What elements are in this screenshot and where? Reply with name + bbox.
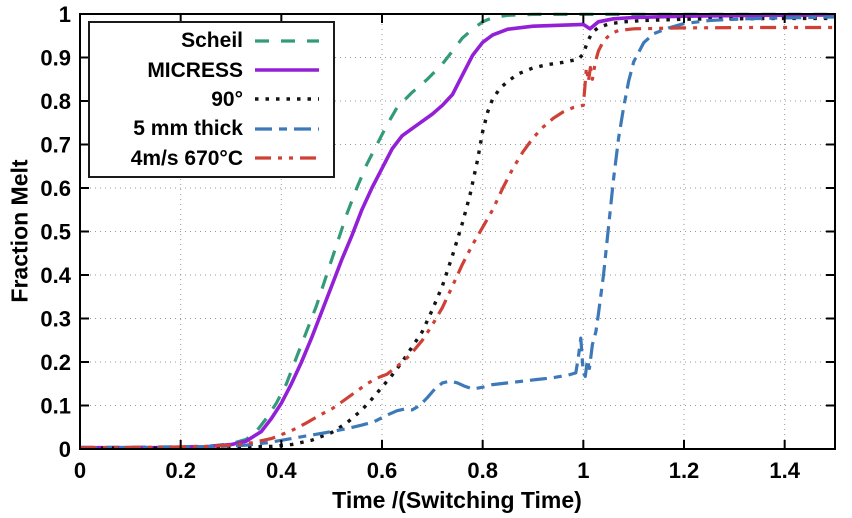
y-tick-label: 0.8 (40, 89, 71, 114)
y-tick-label: 1 (59, 2, 71, 27)
legend: Scheil MICRESS 90° 5 mm thick 4m/s 670°C (88, 21, 335, 178)
x-tick-label: 1 (577, 458, 589, 483)
legend-item-5mm-thick: 5 mm thick (96, 115, 321, 143)
y-tick-label: 0.1 (40, 394, 71, 419)
legend-label-micress: MICRESS (147, 58, 243, 82)
y-tick-label: 0.3 (40, 307, 71, 332)
legend-line-sample-5mm-thick (255, 127, 319, 131)
legend-line-sample-4ms-670c (255, 156, 319, 160)
series-line-1 (80, 13, 836, 450)
legend-label-5mm-thick: 5 mm thick (133, 117, 243, 141)
legend-item-90deg: 90° (96, 85, 321, 113)
legend-line-sample-micress (255, 68, 319, 72)
series-line-0 (80, 12, 835, 449)
legend-item-scheil: Scheil (96, 27, 321, 55)
legend-line-sample-scheil (255, 39, 319, 43)
legend-label-90deg: 90° (211, 87, 243, 111)
x-tick-label: 1.2 (669, 458, 700, 483)
x-axis-title: Time /(Switching Time) (332, 487, 582, 513)
y-tick-label: 0.9 (40, 46, 71, 71)
x-tick-label: 0.2 (165, 458, 196, 483)
y-tick-label: 0.5 (40, 220, 71, 245)
legend-line-sample-90deg (255, 97, 319, 102)
x-tick-label: 0.8 (467, 458, 498, 483)
legend-label-4ms-670c: 4m/s 670°C (130, 146, 243, 170)
y-tick-label: 0.6 (40, 176, 71, 201)
y-axis-title: Fraction Melt (6, 159, 33, 303)
x-tick-label: 1.4 (769, 458, 800, 483)
legend-item-4ms-670c: 4m/s 670°C (96, 144, 321, 172)
x-tick-label: 0.4 (266, 458, 297, 483)
y-tick-label: 0 (59, 437, 71, 462)
legend-label-scheil: Scheil (181, 29, 243, 53)
x-tick-label: 0 (74, 458, 86, 483)
legend-item-micress: MICRESS (96, 56, 321, 84)
y-tick-label: 0.7 (40, 133, 71, 158)
y-tick-label: 0.2 (40, 350, 71, 375)
series-line-3 (79, 15, 836, 450)
x-tick-label: 0.6 (367, 458, 398, 483)
y-tick-label: 0.4 (40, 263, 71, 288)
